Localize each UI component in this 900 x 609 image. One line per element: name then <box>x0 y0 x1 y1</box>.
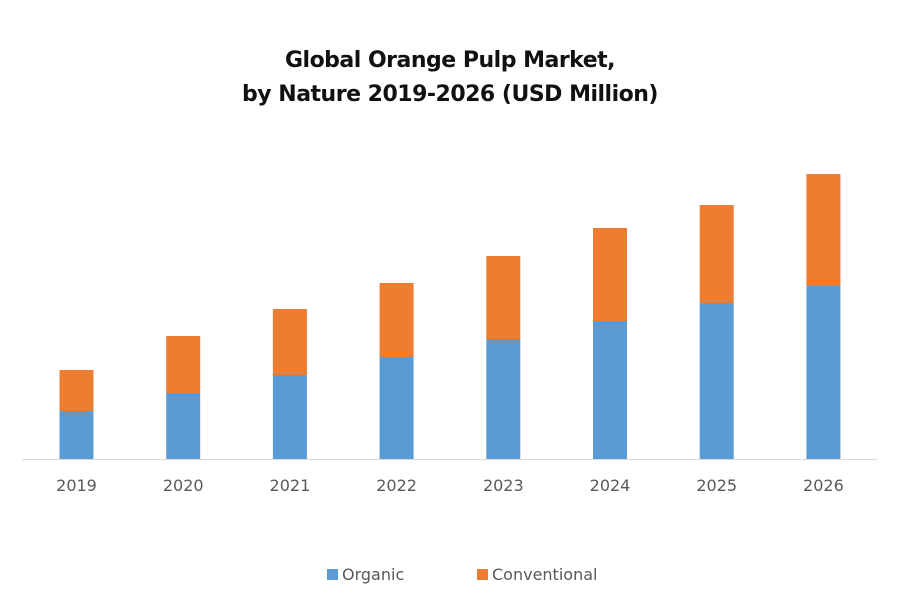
chart-title-line-2: by Nature 2019-2026 (USD Million) <box>242 82 658 107</box>
chart-title-line-1: Global Orange Pulp Market, <box>284 48 616 73</box>
chart-title: Global Orange Pulp Market, by Nature 201… <box>0 44 900 112</box>
x-tick-label-2025: 2025 <box>696 476 737 495</box>
legend-label-organic: Organic <box>342 565 405 584</box>
bar-conventional-2019 <box>59 370 94 411</box>
x-tick-label-2022: 2022 <box>376 476 417 495</box>
bar-conventional-2024 <box>593 228 627 321</box>
legend-swatch-organic <box>327 569 338 580</box>
bar-conventional-2021 <box>272 309 307 375</box>
x-tick-label-2021: 2021 <box>270 476 311 495</box>
bar-conventional-2025 <box>699 205 734 303</box>
bar-organic-2020 <box>166 393 201 459</box>
x-tick-label-2024: 2024 <box>590 476 631 495</box>
bar-organic-2024 <box>593 321 627 459</box>
bar-organic-2019 <box>59 411 94 459</box>
x-tick-label-2020: 2020 <box>163 476 204 495</box>
x-tick-label-2026: 2026 <box>803 476 844 495</box>
bars-group <box>59 174 841 459</box>
bar-conventional-2022 <box>379 283 414 357</box>
bar-conventional-2026 <box>806 174 841 286</box>
bar-organic-2023 <box>486 339 521 459</box>
x-tick-labels: 2019 2020 2021 2022 2023 2024 2025 2026 <box>56 476 844 495</box>
bar-organic-2026 <box>806 286 841 459</box>
x-tick-label-2023: 2023 <box>483 476 524 495</box>
bar-conventional-2023 <box>486 256 521 339</box>
bar-organic-2022 <box>379 357 414 459</box>
legend-swatch-conventional <box>477 569 488 580</box>
legend-label-conventional: Conventional <box>492 565 598 584</box>
bar-organic-2025 <box>699 303 734 459</box>
x-tick-label-2019: 2019 <box>56 476 97 495</box>
legend: Organic Conventional <box>0 565 900 585</box>
legend-item-conventional: Conventional <box>477 565 597 584</box>
bar-organic-2021 <box>272 375 307 459</box>
legend-item-organic: Organic <box>327 565 404 584</box>
bar-conventional-2020 <box>166 336 201 393</box>
